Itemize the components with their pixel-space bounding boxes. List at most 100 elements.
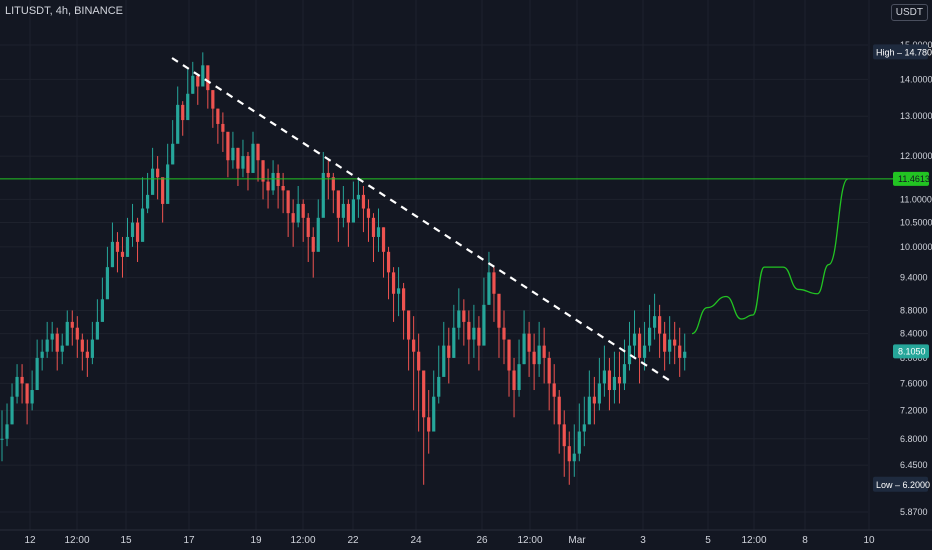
candle-body <box>156 168 160 178</box>
candle-body <box>557 396 561 425</box>
time-tick-label: 5 <box>705 535 711 546</box>
candle-body <box>602 370 606 384</box>
candle-body <box>472 327 476 340</box>
trend-line <box>171 57 673 384</box>
candle-body <box>266 181 270 191</box>
candle-body <box>371 217 376 237</box>
candle-body <box>135 222 140 242</box>
candle-body <box>562 424 566 447</box>
candle-body <box>85 351 89 358</box>
price-tick-label: 11.0000 <box>900 194 932 204</box>
candle-body <box>572 453 576 462</box>
time-axis[interactable]: 12 12:00 15 17 19 12:00 22 24 26 12:00 Mar 3 5 12:00 8… <box>0 529 932 546</box>
candle-body <box>306 217 310 237</box>
last-price-label: 8.1050 <box>898 346 926 356</box>
candle-body <box>673 339 677 346</box>
candle-body <box>246 156 250 173</box>
high-label: High – 14.7800 <box>876 47 932 57</box>
candle-body <box>462 310 466 322</box>
candle-body <box>376 227 381 237</box>
time-tick-label: 10 <box>863 535 875 546</box>
price-tick-label: 12.0000 <box>900 151 932 161</box>
time-tick-label: 12 <box>24 535 36 546</box>
candle-body <box>206 65 210 91</box>
candle-body <box>251 143 255 173</box>
price-tick-label: 7.2000 <box>900 405 928 415</box>
candle-body <box>196 75 200 87</box>
drawings-layer[interactable] <box>0 57 898 384</box>
candle-body <box>140 208 145 242</box>
candle-body <box>90 339 94 358</box>
candles-layer <box>0 52 687 485</box>
candle-body <box>647 327 652 346</box>
candle-body <box>442 345 446 377</box>
time-tick-label: 12:00 <box>741 535 766 546</box>
candle-body <box>532 351 536 365</box>
candle-body <box>452 327 456 358</box>
level-price-label: 11.4613 <box>898 174 930 184</box>
candle-body <box>527 333 531 352</box>
candle-body <box>171 143 175 165</box>
time-tick-label: 12:00 <box>64 535 89 546</box>
candle-body <box>166 164 170 204</box>
candle-body <box>115 241 120 252</box>
candle-body <box>216 108 220 124</box>
candle-body <box>412 339 416 352</box>
candle-body <box>351 199 355 223</box>
candle-body <box>236 147 240 169</box>
candle-body <box>402 288 406 311</box>
candle-body <box>547 357 551 384</box>
time-tick-label: 19 <box>250 535 262 546</box>
currency-button[interactable]: USDT <box>890 4 928 21</box>
candle-body <box>361 194 366 209</box>
price-tick-label: 8.4000 <box>900 329 928 339</box>
candle-body <box>296 203 300 223</box>
candle-body <box>381 227 386 252</box>
candle-body <box>211 90 215 109</box>
candle-body <box>396 288 401 294</box>
candle-body <box>65 321 69 346</box>
price-tick-label: 7.6000 <box>900 378 928 388</box>
candle-body <box>161 177 165 204</box>
time-tick-label: 15 <box>120 535 132 546</box>
candle-body <box>221 123 225 132</box>
candle-body <box>45 339 49 352</box>
candle-body <box>70 321 74 328</box>
candle-body <box>391 272 396 294</box>
candle-body <box>663 333 667 352</box>
candle-body <box>55 333 59 352</box>
candle-body <box>25 383 29 404</box>
candle-body <box>447 345 451 358</box>
candle-body <box>577 431 581 454</box>
candle-body <box>256 143 260 161</box>
candle-body <box>542 345 546 358</box>
price-tick-label: 14.0000 <box>900 74 932 84</box>
candle-body <box>678 345 682 358</box>
candle-body <box>75 327 79 340</box>
candle-body <box>291 213 295 223</box>
price-axis[interactable]: 15.000014.000013.000012.000011.000010.50… <box>873 40 932 517</box>
symbol-title: LITUSDT, 4h, BINANCE <box>5 5 123 17</box>
candle-body <box>316 217 320 252</box>
candle-body <box>482 304 486 346</box>
price-tick-label: 10.0000 <box>900 242 932 252</box>
candle-body <box>427 417 431 432</box>
candle-body <box>50 333 54 340</box>
candle-body <box>0 438 4 440</box>
candle-body <box>497 293 501 328</box>
candle-body <box>386 251 391 273</box>
candle-body <box>632 333 637 346</box>
candle-body <box>191 75 195 94</box>
candle-body <box>432 396 436 432</box>
candle-body <box>417 351 421 371</box>
candle-body <box>311 236 315 252</box>
candle-body <box>507 339 511 371</box>
candle-body <box>105 267 110 300</box>
candle-body <box>587 396 591 425</box>
candle-body <box>607 370 612 391</box>
candle-body <box>331 177 335 191</box>
candle-body <box>457 310 461 328</box>
time-tick-label: 12:00 <box>517 535 542 546</box>
candle-body <box>151 168 155 195</box>
